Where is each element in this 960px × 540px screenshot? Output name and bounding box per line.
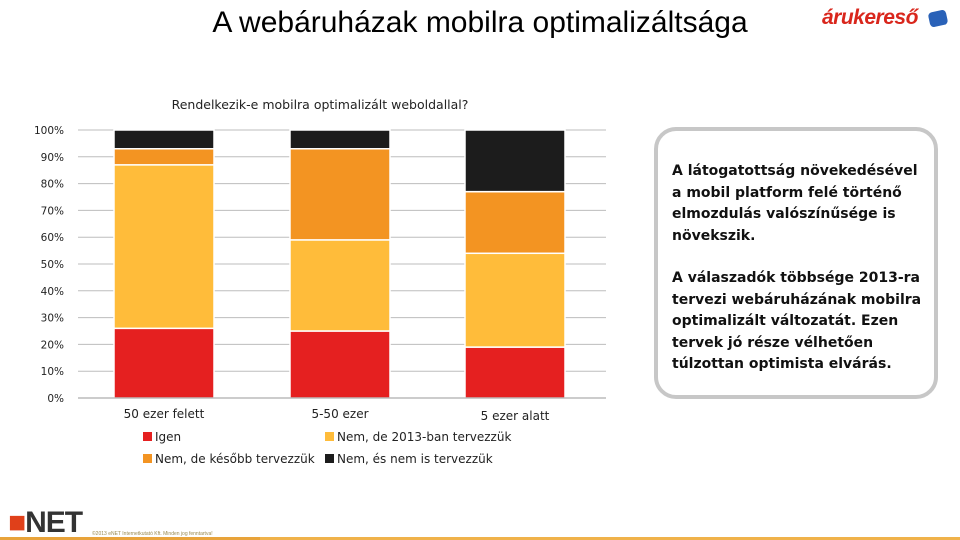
y-tick-label: 60% [41, 232, 64, 244]
page-number: 9 [946, 529, 951, 538]
copyright-text: ©2013 eNET Internetkutató Kft. Minden jo… [92, 531, 213, 537]
bar-segment [289, 330, 391, 399]
bar-segment [464, 129, 566, 193]
bar-segment [113, 327, 215, 399]
y-tick-label: 20% [41, 339, 64, 351]
enet-logo: ■NET [8, 506, 83, 540]
y-tick-label: 40% [41, 286, 64, 298]
bar-segment [113, 148, 215, 166]
footer-strip-right [260, 537, 960, 540]
legend-label: Nem, de később tervezzük [155, 452, 315, 466]
x-tick-label: 5-50 ezer [311, 407, 368, 421]
legend-swatch [143, 432, 152, 441]
y-tick-label: 80% [41, 179, 64, 191]
bar-segment [464, 252, 566, 348]
bar-segment [464, 190, 566, 255]
bar-segment [289, 148, 391, 241]
x-tick-label: 50 ezer felett [124, 407, 205, 421]
x-tick-label: 5 ezer alatt [481, 409, 550, 423]
legend-label: Nem, és nem is tervezzük [337, 452, 493, 466]
chart-title: Rendelkezik-e mobilra optimalizált webol… [172, 97, 469, 112]
enet-logo-mark: ■ [8, 506, 26, 539]
legend-swatch [325, 454, 334, 463]
legend-label: Igen [155, 430, 181, 444]
y-tick-label: 100% [34, 125, 64, 137]
y-tick-label: 30% [41, 313, 64, 325]
bar-segment [289, 239, 391, 332]
enet-logo-text: NET [25, 506, 83, 539]
slide-title: A webáruházak mobilra optimalizáltsága [212, 6, 748, 39]
bar-segment [113, 164, 215, 330]
y-tick-label: 0% [47, 393, 64, 405]
y-tick-label: 10% [41, 366, 64, 378]
y-tick-label: 70% [41, 205, 64, 217]
bar-segment [289, 129, 391, 150]
callout-paragraph-1: A látogatottság növekedésével a mobil pl… [672, 163, 918, 244]
arukereso-logo: árukereső [822, 6, 918, 29]
callout-paragraph-2: A válaszadók többsége 2013-ra tervezi we… [672, 270, 922, 372]
legend-label: Nem, de 2013-ban tervezzük [337, 430, 511, 444]
legend-swatch [143, 454, 152, 463]
y-tick-label: 90% [41, 152, 64, 164]
y-tick-label: 50% [41, 259, 64, 271]
insight-callout: A látogatottság növekedésével a mobil pl… [654, 127, 938, 399]
bar-segment [113, 129, 215, 150]
bar-segment [464, 346, 566, 399]
legend-swatch [325, 432, 334, 441]
